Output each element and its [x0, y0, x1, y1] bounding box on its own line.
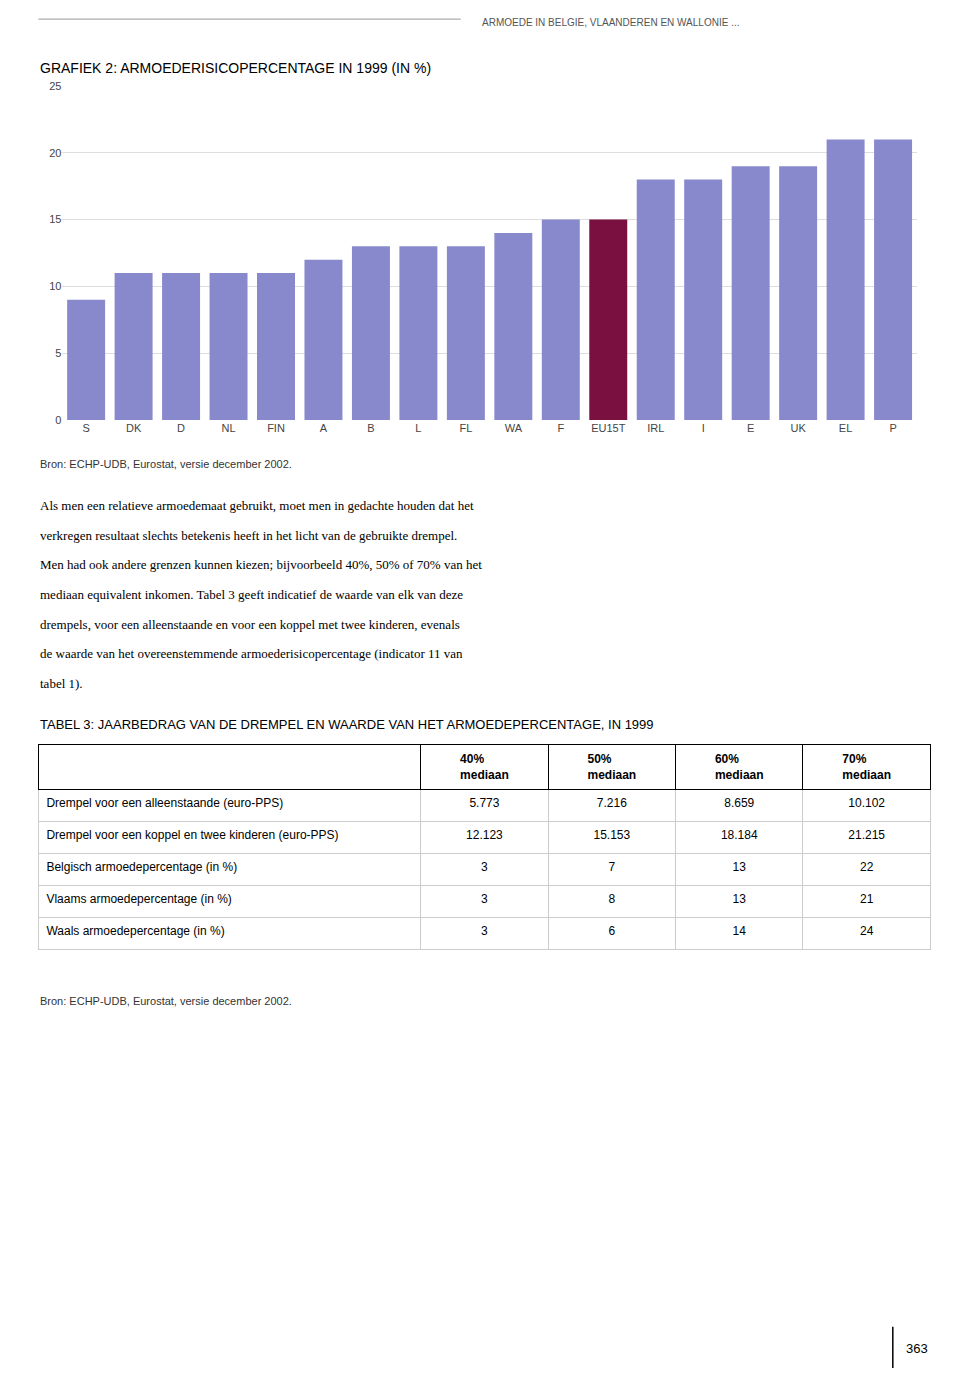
- svg-text:WA: WA: [505, 422, 523, 434]
- svg-text:D: D: [177, 422, 185, 434]
- svg-text:verkregen resultaat slechts be: verkregen resultaat slechts betekenis he…: [40, 528, 457, 543]
- svg-text:3: 3: [481, 860, 488, 874]
- svg-text:40%mediaan: 40%mediaan: [460, 752, 509, 782]
- svg-text:I: I: [702, 422, 705, 434]
- svg-text:drempels, voor een alleenstaan: drempels, voor een alleenstaande en voor…: [40, 617, 460, 632]
- svg-text:3: 3: [481, 924, 488, 938]
- svg-text:25: 25: [49, 80, 61, 92]
- svg-text:ARMOEDE IN BELGIE, VLAANDEREN: ARMOEDE IN BELGIE, VLAANDEREN EN WALLONI…: [482, 17, 739, 28]
- svg-text:Men had ook andere grenzen kun: Men had ook andere grenzen kunnen kiezen…: [40, 557, 482, 572]
- svg-text:8: 8: [608, 892, 615, 906]
- svg-text:3: 3: [481, 892, 488, 906]
- svg-text:TABEL 3: JAARBEDRAG VAN DE DRE: TABEL 3: JAARBEDRAG VAN DE DREMPEL EN WA…: [40, 717, 654, 732]
- svg-text:60%mediaan: 60%mediaan: [715, 752, 764, 782]
- svg-text:DK: DK: [126, 422, 142, 434]
- svg-text:Bron: ECHP-UDB, Eurostat, vers: Bron: ECHP-UDB, Eurostat, versie decembe…: [40, 458, 292, 470]
- svg-text:10.102: 10.102: [848, 796, 885, 810]
- svg-text:Waals armoedepercentage (in %): Waals armoedepercentage (in %): [46, 924, 224, 938]
- svg-text:22: 22: [860, 860, 874, 874]
- svg-text:10: 10: [49, 280, 61, 292]
- svg-text:GRAFIEK 2: ARMOEDERISICOPERCEN: GRAFIEK 2: ARMOEDERISICOPERCENTAGE IN 19…: [40, 60, 431, 76]
- svg-text:B: B: [367, 422, 374, 434]
- svg-text:de waarde van het overeenstemm: de waarde van het overeenstemmende armoe…: [40, 646, 463, 661]
- svg-text:Drempel voor een alleenstaande: Drempel voor een alleenstaande (euro-PPS…: [46, 796, 283, 810]
- svg-text:70%mediaan: 70%mediaan: [842, 752, 891, 782]
- svg-text:Bron: ECHP-UDB, Eurostat, vers: Bron: ECHP-UDB, Eurostat, versie decembe…: [40, 995, 292, 1007]
- svg-text:13: 13: [733, 860, 747, 874]
- svg-text:21: 21: [860, 892, 874, 906]
- svg-text:NL: NL: [221, 422, 235, 434]
- svg-text:18.184: 18.184: [721, 828, 758, 842]
- svg-text:5.773: 5.773: [469, 796, 499, 810]
- svg-text:5: 5: [55, 347, 61, 359]
- svg-text:6: 6: [608, 924, 615, 938]
- svg-text:F: F: [557, 422, 564, 434]
- svg-text:Als men een relatieve armoedem: Als men een relatieve armoedemaat gebrui…: [40, 498, 474, 513]
- svg-text:21.215: 21.215: [848, 828, 885, 842]
- svg-text:13: 13: [733, 892, 747, 906]
- svg-text:FL: FL: [459, 422, 472, 434]
- svg-text:FIN: FIN: [267, 422, 285, 434]
- svg-text:Vlaams armoedepercentage (in %: Vlaams armoedepercentage (in %): [46, 892, 231, 906]
- svg-text:tabel 1).: tabel 1).: [40, 676, 83, 691]
- svg-text:P: P: [889, 422, 896, 434]
- svg-text:20: 20: [49, 147, 61, 159]
- svg-text:7: 7: [608, 860, 615, 874]
- svg-text:mediaan equivalent inkomen. Ta: mediaan equivalent inkomen. Tabel 3 geef…: [40, 587, 463, 602]
- svg-text:8.659: 8.659: [724, 796, 754, 810]
- svg-text:S: S: [82, 422, 89, 434]
- svg-text:IRL: IRL: [647, 422, 664, 434]
- svg-text:15.153: 15.153: [593, 828, 630, 842]
- svg-text:A: A: [320, 422, 328, 434]
- svg-text:UK: UK: [790, 422, 806, 434]
- svg-text:24: 24: [860, 924, 874, 938]
- svg-text:0: 0: [55, 414, 61, 426]
- svg-text:15: 15: [49, 213, 61, 225]
- svg-text:50%mediaan: 50%mediaan: [587, 752, 636, 782]
- svg-text:14: 14: [733, 924, 747, 938]
- svg-text:EL: EL: [839, 422, 852, 434]
- svg-text:Drempel voor een koppel en twe: Drempel voor een koppel en twee kinderen…: [46, 828, 338, 842]
- svg-text:Belgisch armoedepercentage (in: Belgisch armoedepercentage (in %): [46, 860, 237, 874]
- svg-text:E: E: [747, 422, 754, 434]
- svg-text:L: L: [415, 422, 421, 434]
- svg-text:7.216: 7.216: [597, 796, 627, 810]
- svg-text:EU15T: EU15T: [591, 422, 626, 434]
- svg-text:12.123: 12.123: [466, 828, 503, 842]
- svg-text:363: 363: [906, 1341, 928, 1356]
